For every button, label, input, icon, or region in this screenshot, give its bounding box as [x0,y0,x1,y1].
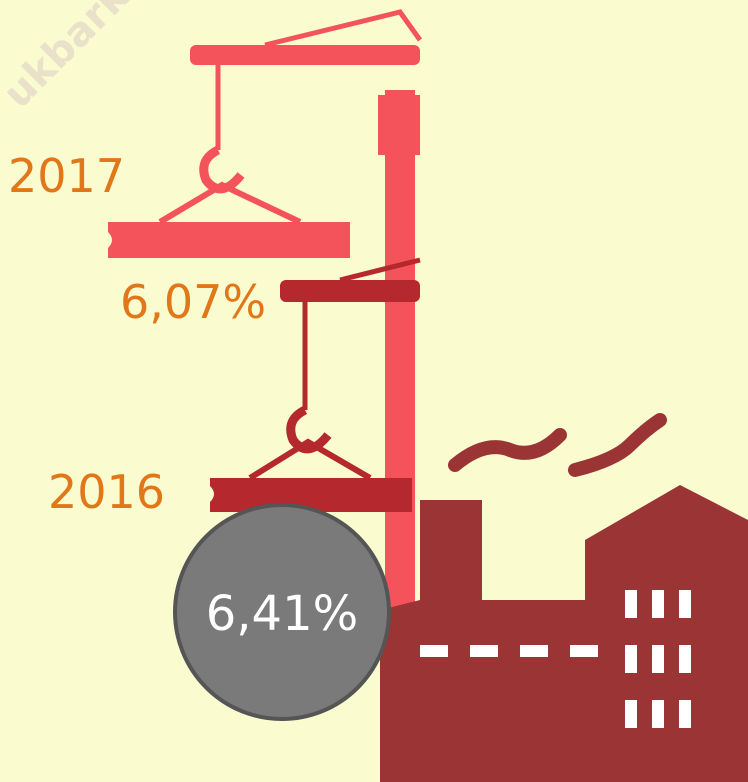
year-label: 2017 [8,149,125,203]
year-label: 2016 [48,465,165,519]
value-label: 6,07% [120,275,266,329]
page: ukbark 2017 6,07% 2016 6,41% (() => { c [0,0,748,782]
value-label: 6,41% [206,586,358,642]
infographic: ukbark 2017 6,07% 2016 6,41% [0,0,748,782]
